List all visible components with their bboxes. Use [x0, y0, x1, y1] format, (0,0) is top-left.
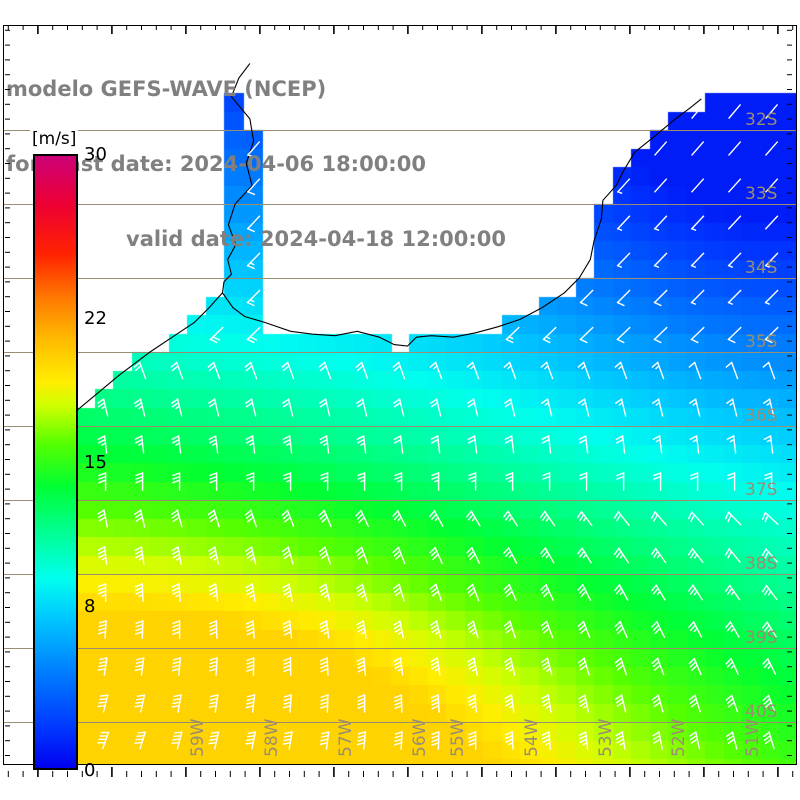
lon-label-57W: 57W [336, 718, 356, 757]
colorbar-tick-0: 0 [84, 760, 96, 781]
lat-label-36S: 36S [745, 406, 778, 426]
lon-label-58W: 58W [262, 718, 282, 757]
colorbar-tick-8: 8 [84, 595, 96, 617]
colorbar-unit-label: [m/s] [30, 129, 79, 149]
lat-label-38S: 38S [745, 554, 778, 574]
lon-label-52W: 52W [669, 718, 689, 757]
wind-speed-heatmap [4, 26, 796, 764]
lat-label-35S: 35S [745, 332, 778, 352]
lat-label-39S: 39S [745, 628, 778, 648]
lon-label-56W: 56W [410, 718, 430, 757]
colorbar-gradient [33, 154, 78, 770]
colorbar-tick-30: 30 [84, 144, 107, 165]
lat-lon-gridlines [4, 130, 796, 723]
lat-label-33S: 33S [745, 184, 778, 204]
right-tick-ruler [787, 25, 800, 765]
lon-label-54W: 54W [522, 718, 542, 757]
map-plot-area [3, 25, 797, 765]
left-tick-ruler [0, 25, 10, 765]
lat-label-40S: 40S [745, 702, 778, 722]
coastline-overlay [53, 63, 702, 431]
lon-label-51W: 51W [743, 718, 763, 757]
lon-label-53W: 53W [596, 718, 616, 757]
wind-barb-overlay [60, 104, 779, 750]
lat-label-32S: 32S [745, 110, 778, 130]
lat-label-34S: 34S [745, 258, 778, 278]
lat-label-37S: 37S [745, 480, 778, 500]
top-tick-ruler [3, 25, 797, 35]
colorbar-tick-22: 22 [84, 308, 107, 330]
lon-label-59W: 59W [188, 718, 208, 757]
bottom-tick-ruler [3, 765, 797, 777]
colorbar-tick-15: 15 [84, 452, 107, 473]
lon-label-55W: 55W [448, 718, 468, 757]
